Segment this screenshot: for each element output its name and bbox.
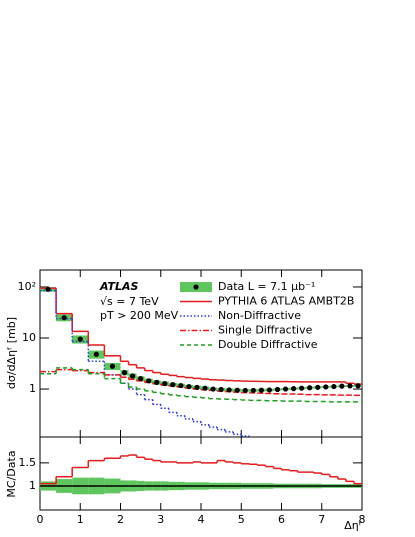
y-tick-label: 10² [18,280,36,293]
legend-label: Non-Diffractive [218,309,301,322]
legend-label: PYTHIA 6 ATLAS AMBT2B [218,295,354,308]
data-point [315,384,321,390]
data-point [331,383,337,390]
data-point [178,382,184,389]
data-point [45,286,51,292]
data-point [121,370,128,376]
data-point [129,373,136,379]
y-tick-label: 10 [22,331,36,344]
legend-label: Double Diffractive [218,338,318,351]
legend-label: Data L = 7.1 μb⁻¹ [218,280,315,293]
data-point [61,315,67,321]
x-tick-label: 0 [37,513,44,526]
data-point [347,383,353,389]
data-point [154,379,160,386]
legend-label: Single Diffractive [218,324,313,337]
x-tick-label: 2 [117,513,124,526]
ratio-axis-label: MC/Data [5,450,18,497]
data-point [282,386,289,392]
x-tick-label: 6 [278,513,285,526]
plot-area [40,286,362,437]
y-tick-label: 1.5 [19,456,37,469]
data-point [194,384,200,390]
data-point [146,378,152,384]
data-point [234,387,240,393]
x-tick-label: 7 [318,513,325,526]
x-tick-label: 5 [238,513,245,526]
y-tick-label: 1 [29,479,36,492]
annotation: pT > 200 MeV [100,309,179,322]
data-point [299,385,305,391]
data-point [218,386,224,393]
data-point [307,385,313,391]
data-point [290,386,297,392]
data-point [109,363,116,369]
data-point [355,383,361,389]
data-point [274,386,281,393]
atlas-label: ATLAS [99,280,138,293]
x-tick-label: 3 [157,513,164,526]
data-point [226,387,232,393]
x-tick-label: 1 [77,513,84,526]
data-point [266,387,273,393]
data-point [170,382,176,388]
legend-swatch [193,284,199,290]
plot-area [40,454,362,495]
data-point [258,387,264,393]
data-point [202,385,208,391]
data-point [138,376,144,382]
data-point [210,386,216,392]
x-tick-label: 8 [359,513,366,526]
data-point [93,351,99,357]
data-point [162,380,168,387]
annotation: √s = 7 TeV [100,295,159,308]
data-point [250,387,256,394]
data-point [323,384,329,390]
y-axis-label: dσ/dΔηᶠ [mb] [5,317,18,389]
y-tick-label: 1 [29,382,36,395]
data-point [339,383,345,389]
data-point [77,336,83,342]
x-tick-label: 4 [198,513,205,526]
x-axis-label: Δηᶠ [344,519,362,532]
data-point [186,383,192,390]
data-point [242,387,248,394]
